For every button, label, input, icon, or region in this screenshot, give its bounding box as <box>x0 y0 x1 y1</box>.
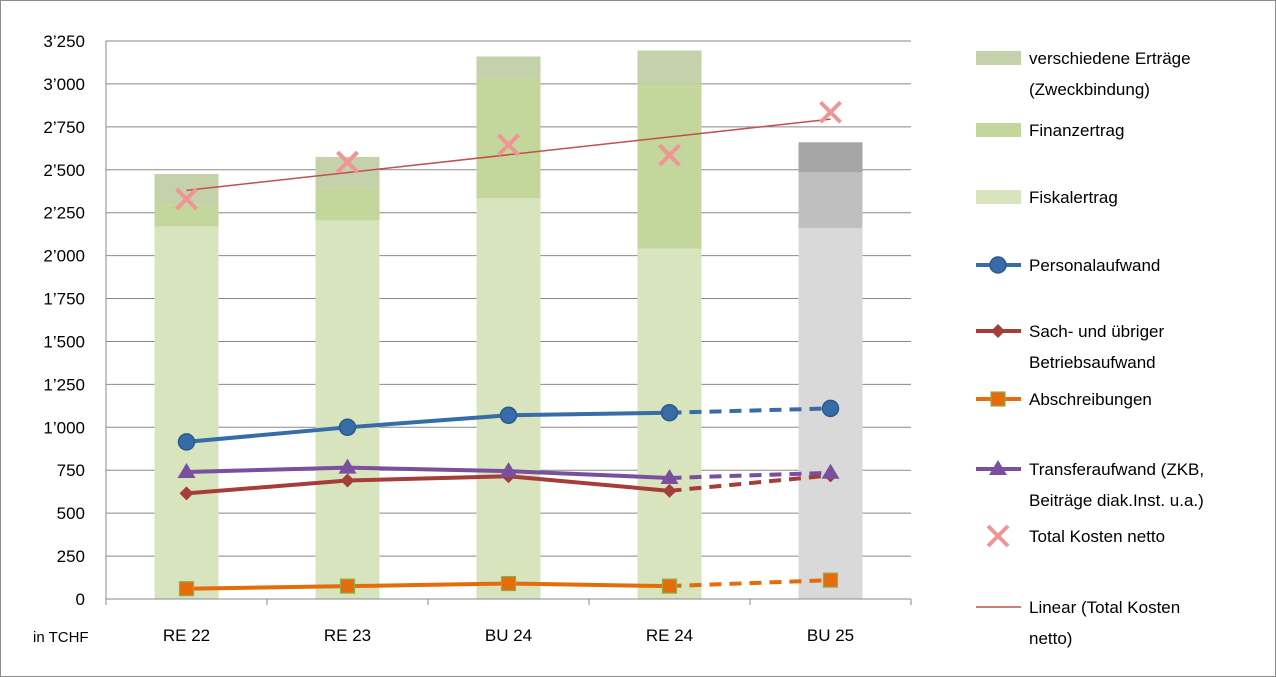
point-transferaufwand-zkb-beiträge-diak-inst-u-a <box>821 463 840 479</box>
legend: verschiedene Erträge (Zweckbindung) Finanz… <box>976 49 1204 648</box>
point-sach-und-übriger-betriebsaufwand <box>179 486 194 501</box>
x-tick-label: RE 24 <box>646 626 693 645</box>
bar-finanzertrag <box>637 83 702 249</box>
x-tick-label: BU 25 <box>807 626 854 645</box>
line-abschreibungen <box>186 581 670 591</box>
legend-label: Transferaufwand (ZKB, <box>1029 460 1204 479</box>
line-sach-und-übriger-betriebsaufwand <box>186 474 670 496</box>
bar-finanzertrag <box>798 172 863 229</box>
point-transferaufwand-zkb-beiträge-diak-inst-u-a <box>177 462 196 478</box>
legend-swatch-fiskalertrag <box>976 190 1021 204</box>
bar-layer <box>154 50 863 600</box>
y-tick-label: 3’000 <box>43 75 85 94</box>
point-total-kosten-netto <box>819 100 842 124</box>
trendline-total-kosten-netto <box>186 118 831 192</box>
bar-verschiedene-erträge-zweckbindung <box>476 56 541 78</box>
scatter-layer <box>175 100 842 211</box>
point-transferaufwand-zkb-beiträge-diak-inst-u-a <box>499 462 518 478</box>
point-total-kosten-netto <box>336 150 359 174</box>
x-tick-label: RE 23 <box>324 626 371 645</box>
bar-fiskalertrag <box>154 226 219 600</box>
bar-finanzertrag <box>315 187 380 221</box>
y-tick-label: 0 <box>76 590 85 609</box>
legend-label: Beiträge diak.Inst. u.a.) <box>1029 491 1204 510</box>
point-transferaufwand-zkb-beiträge-diak-inst-u-a <box>338 458 357 474</box>
legend-label: Fiskalertrag <box>1029 188 1118 207</box>
legend-label: Finanzertrag <box>1029 121 1124 140</box>
point-personalaufwand <box>660 403 679 422</box>
y-tick-label: 250 <box>57 547 85 566</box>
y-tick-label: 500 <box>57 504 85 523</box>
line-layer <box>177 399 840 597</box>
bar-verschiedene-erträge-zweckbindung <box>798 142 863 173</box>
point-transferaufwand-zkb-beiträge-diak-inst-u-a <box>660 468 679 484</box>
legend-swatch-verschiedene-ertraege <box>976 51 1021 65</box>
point-abschreibungen <box>500 575 517 592</box>
line-transferaufwand-zkb-beiträge-diak-inst-u-a <box>186 465 670 480</box>
legend-swatch-finanzertrag <box>976 123 1021 137</box>
bar-verschiedene-erträge-zweckbindung <box>637 50 702 84</box>
unit-label: in TCHF <box>33 629 89 646</box>
point-sach-und-übriger-betriebsaufwand <box>662 483 677 498</box>
legend-label: (Zweckbindung) <box>1029 80 1150 99</box>
line-personalaufwand <box>186 410 670 444</box>
point-personalaufwand <box>499 406 518 425</box>
point-abschreibungen <box>178 581 195 597</box>
legend-total-kosten-netto-marker <box>986 524 1010 548</box>
point-abschreibungen <box>822 572 839 588</box>
point-abschreibungen <box>339 578 356 594</box>
legend-abschreibungen-marker <box>990 391 1006 407</box>
line-forecast-abschreibungen <box>669 578 831 589</box>
point-sach-und-übriger-betriebsaufwand <box>340 473 355 488</box>
y-tick-label: 1’750 <box>43 290 85 309</box>
bar-fiskalertrag <box>476 198 541 600</box>
point-personalaufwand <box>177 433 196 451</box>
point-total-kosten-netto <box>175 187 198 211</box>
bar-fiskalertrag <box>637 248 702 600</box>
y-tick-label: 2’750 <box>43 118 85 137</box>
x-tick-label: RE 22 <box>163 626 210 645</box>
point-abschreibungen <box>661 578 678 594</box>
line-forecast-transferaufwand-zkb-beiträge-diak-inst-u-a <box>669 470 831 480</box>
legend-label: Sach- und übriger <box>1029 322 1164 341</box>
point-personalaufwand <box>821 399 840 418</box>
point-total-kosten-netto <box>658 143 681 167</box>
axes: 0 250 500 750 1’000 1’250 1’500 1’750 2’000 2’250… <box>33 32 912 646</box>
legend-label: netto) <box>1029 629 1072 648</box>
y-tick-label: 1’000 <box>43 418 85 437</box>
bar-finanzertrag <box>154 204 219 227</box>
bar-fiskalertrag <box>315 220 380 599</box>
legend-label: Abschreibungen <box>1029 390 1152 409</box>
legend-label: Total Kosten netto <box>1029 527 1165 546</box>
legend-transferaufwand-marker <box>989 460 1007 475</box>
legend-label: Linear (Total Kosten <box>1029 598 1180 617</box>
trendline-layer <box>186 118 831 192</box>
y-tick-label: 750 <box>57 461 85 480</box>
line-forecast-sach-und-übriger-betriebsaufwand <box>669 473 831 493</box>
legend-personalaufwand-marker <box>989 256 1007 274</box>
x-tick-label: BU 24 <box>485 626 532 645</box>
point-total-kosten-netto <box>497 133 520 157</box>
point-personalaufwand <box>338 418 357 437</box>
y-tick-label: 1’500 <box>43 332 85 351</box>
y-tick-label: 3’250 <box>43 32 85 51</box>
y-tick-label: 1’250 <box>43 375 85 394</box>
legend-sachaufwand-marker <box>991 324 1005 338</box>
y-tick-label: 2’500 <box>43 161 85 180</box>
legend-label: verschiedene Erträge <box>1029 49 1191 68</box>
legend-label: Betriebsaufwand <box>1029 353 1156 372</box>
legend-label: Personalaufwand <box>1029 256 1160 275</box>
y-tick-label: 2’000 <box>43 247 85 266</box>
y-tick-label: 2’250 <box>43 204 85 223</box>
bar-finanzertrag <box>476 77 541 199</box>
line-forecast-personalaufwand <box>669 406 831 415</box>
